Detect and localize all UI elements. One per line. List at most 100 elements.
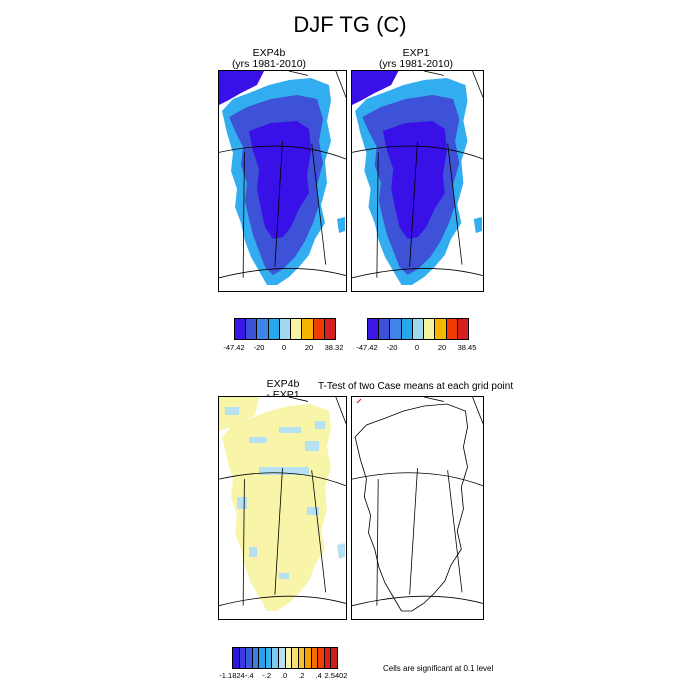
- colorbar-diff-swatch: [285, 648, 293, 668]
- colorbar-diff-swatch: [298, 648, 306, 668]
- meridian-line: [242, 152, 245, 278]
- map-exp4b-svg: [219, 71, 346, 285]
- colorbar-diff-swatch: [331, 648, 337, 668]
- difference-patch: [249, 547, 257, 557]
- colorbar-diff-label: -.2: [262, 671, 272, 680]
- colorbar-diff-swatch: [272, 648, 279, 668]
- colorbar-diff-swatch: [305, 648, 312, 668]
- colorbar-exp1-swatch: [368, 319, 380, 339]
- map-exp1-svg: [352, 71, 483, 285]
- meridian-line: [472, 397, 483, 424]
- panel-exp1-name: EXP1: [402, 47, 430, 59]
- difference-patch: [249, 437, 267, 443]
- difference-patch: [259, 467, 309, 475]
- colorbar-exp1-swatch: [390, 319, 402, 339]
- colorbar-diff-label: -.4: [244, 671, 254, 680]
- meridian-line: [288, 71, 308, 76]
- colorbar-exp1-label: 20: [437, 343, 447, 352]
- meridian-line: [288, 397, 308, 402]
- meridian-line: [447, 143, 463, 265]
- iceland-cell: [337, 217, 345, 233]
- polar-ocean-cell: [219, 71, 264, 105]
- coastline-path: [354, 403, 468, 612]
- latitude-line: [219, 268, 346, 279]
- polar-ocean-cell: [352, 71, 399, 105]
- panel-diff-name: EXP4b: [266, 378, 300, 390]
- colorbar-exp1-swatch: [435, 319, 447, 339]
- colorbar-exp4b-label: 38.32: [324, 343, 344, 352]
- significance-note: Cells are significant at 0.1 level: [383, 664, 494, 673]
- difference-region: [222, 404, 331, 611]
- panel-ttest-title: T-Test of two Case means at each grid po…: [318, 381, 514, 392]
- latitude-line: [219, 595, 346, 607]
- meridian-line: [447, 470, 463, 593]
- meridian-line: [423, 71, 444, 76]
- colorbar-diff-swatch: [233, 648, 240, 668]
- map-diff: [218, 396, 347, 620]
- latitude-line: [352, 472, 483, 487]
- colorbar-exp4b-swatch: [313, 319, 325, 339]
- colorbar-exp1-swatch: [379, 319, 391, 339]
- graticule: [219, 397, 346, 607]
- graticule: [352, 397, 483, 607]
- panel-diff-sub: - EXP1: [266, 389, 300, 401]
- colorbar-diff-swatch: [239, 648, 247, 668]
- meridian-line: [376, 479, 379, 606]
- graticule: [352, 71, 483, 279]
- panel-diff-title: EXP4b - EXP1: [248, 379, 318, 401]
- latitude-line: [352, 268, 483, 279]
- colorbar-exp1-label: -20: [386, 343, 398, 352]
- temperature-field: [352, 71, 482, 285]
- meridian-line: [472, 71, 483, 98]
- difference-patch: [305, 441, 319, 451]
- figure-title: DJF TG (C): [293, 12, 407, 37]
- colorbar-diff-swatch: [318, 648, 325, 668]
- colorbar-exp1-swatch: [412, 319, 425, 339]
- meridian-line: [274, 141, 283, 267]
- colorbar-exp1-swatch: [446, 319, 458, 339]
- difference-patch: [237, 497, 247, 509]
- iceland-cell: [337, 543, 345, 559]
- latitude-line: [219, 145, 346, 160]
- colorbar-exp4b-labels: -47.42 -20 0 20 38.32: [223, 343, 343, 355]
- difference-patch: [315, 421, 325, 429]
- colorbar-diff-swatch: [265, 648, 273, 668]
- graticule: [219, 71, 346, 279]
- meridian-line: [335, 397, 346, 424]
- colorbar-exp1-swatch: [424, 319, 436, 339]
- map-exp1: [351, 70, 484, 292]
- colorbar-exp1-label: -47.42: [356, 343, 378, 352]
- colorbar-diff-swatch: [252, 648, 260, 668]
- colorbar-diff-labels: -1.1824 -.4 -.2 .0 .2 .4 2.5402: [219, 671, 347, 683]
- meridian-line: [311, 470, 327, 593]
- colorbar-exp4b-swatch: [235, 319, 247, 339]
- map-ttest: [351, 396, 484, 620]
- colorbar-diff-label: -1.1824: [219, 671, 245, 680]
- colorbar-exp4b-label: 0: [281, 343, 287, 352]
- colorbar-exp4b-swatch: [246, 319, 258, 339]
- temperature-field: [219, 71, 345, 285]
- colorbar-diff-swatch: [311, 648, 319, 668]
- meridian-line: [335, 71, 346, 98]
- meridian-line: [423, 397, 444, 402]
- colorbar-exp1-swatch: [457, 319, 468, 339]
- meridian-line: [311, 143, 327, 265]
- colorbar-diff-label: .2: [298, 671, 305, 680]
- panel-exp1-years: (yrs 1981-2010): [378, 58, 454, 70]
- colorbar-exp1-labels: -47.42 -20 0 20 38.45: [356, 343, 476, 355]
- panel-exp4b-title: EXP4b (yrs 1981-2010): [218, 48, 320, 70]
- colorbar-exp1: [367, 318, 469, 340]
- difference-patch: [307, 507, 319, 515]
- colorbar-exp4b: [234, 318, 336, 340]
- meridian-line: [242, 479, 245, 606]
- iceland-cell: [473, 217, 482, 233]
- colorbar-exp4b-swatch: [257, 319, 269, 339]
- colorbar-exp4b-label: -20: [253, 343, 265, 352]
- difference-patch: [225, 407, 239, 415]
- colorbar-exp4b-label: 20: [304, 343, 314, 352]
- significant-cell-marker: [356, 398, 362, 404]
- colorbar-exp4b-swatch: [291, 319, 303, 339]
- map-exp4b: [218, 70, 347, 292]
- panel-exp1-title: EXP1 (yrs 1981-2010): [351, 48, 481, 70]
- latitude-line: [352, 595, 483, 607]
